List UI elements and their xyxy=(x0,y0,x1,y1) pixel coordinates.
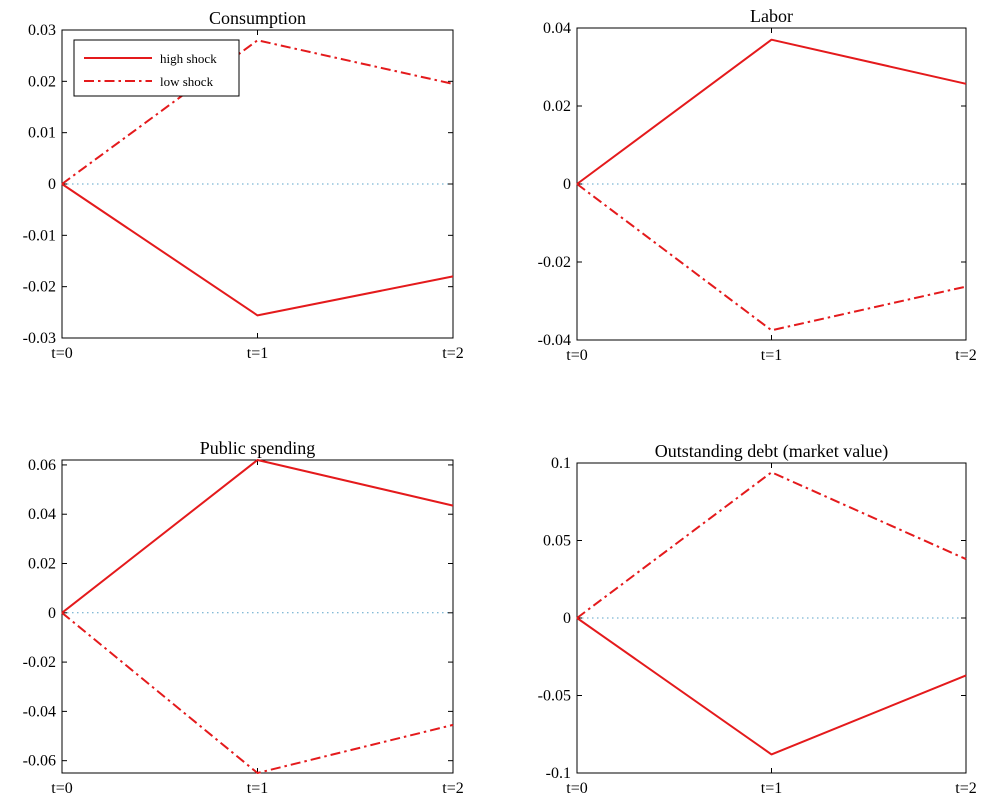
y-tick-label: -0.1 xyxy=(546,765,571,782)
y-tick-label: -0.02 xyxy=(23,279,56,296)
legend-label: high shock xyxy=(160,51,217,66)
legend-box xyxy=(73,39,240,97)
x-tick-label: t=1 xyxy=(247,345,268,362)
x-tick-label: t=1 xyxy=(761,347,782,364)
x-tick-label: t=2 xyxy=(442,780,463,797)
y-tick-label: -0.02 xyxy=(23,654,56,671)
y-tick-label: 0 xyxy=(48,176,56,193)
chart-title: Public spending xyxy=(200,438,316,458)
y-tick-label: 0.06 xyxy=(28,457,56,474)
y-tick-label: 0.02 xyxy=(28,556,56,573)
x-tick-label: t=2 xyxy=(955,780,976,797)
x-tick-label: t=0 xyxy=(566,780,587,797)
y-tick-label: 0.02 xyxy=(543,98,571,115)
y-tick-label: 0.04 xyxy=(28,506,56,523)
y-tick-label: 0 xyxy=(563,610,571,627)
y-tick-label: -0.01 xyxy=(23,227,56,244)
series-line-high-shock xyxy=(61,459,454,614)
x-tick-label: t=0 xyxy=(51,345,72,362)
y-tick-label: 0.01 xyxy=(28,125,56,142)
chart-title: Outstanding debt (market value) xyxy=(655,441,888,462)
y-tick-label: -0.03 xyxy=(23,330,56,347)
series-line-high-shock xyxy=(576,617,967,756)
y-tick-label: 0.04 xyxy=(543,20,571,37)
chart-panel-3: 0.06 0.04 0.02 0 -0.02 -0.04 -0.06 t=0 t=1 t=2 Pub… xyxy=(23,438,464,797)
y-tick-label: -0.04 xyxy=(23,703,56,720)
x-tick-label: t=1 xyxy=(761,780,782,797)
y-tick-label: 0.1 xyxy=(551,455,571,472)
chart-title: Consumption xyxy=(209,8,306,28)
chart-title: Labor xyxy=(750,6,793,26)
y-tick-label: -0.04 xyxy=(538,332,571,349)
x-tick-label: t=2 xyxy=(955,347,976,364)
x-tick-label: t=0 xyxy=(566,347,587,364)
x-tick-label: t=2 xyxy=(442,345,463,362)
legend: high shock low shock xyxy=(73,39,240,97)
chart-panel-2: 0.04 0.02 0 -0.02 -0.04t=0 t=1 t=2 Labor xyxy=(538,6,977,364)
legend-label: low shock xyxy=(160,74,214,89)
y-tick-label: -0.02 xyxy=(538,254,571,271)
y-tick-label: 0.05 xyxy=(543,533,571,550)
y-tick-label: 0.03 xyxy=(28,22,56,39)
series-line-low-shock xyxy=(61,39,454,185)
series-line-low-shock xyxy=(61,612,454,774)
y-tick-label: -0.06 xyxy=(23,753,56,770)
chart-panel-4: 0.1 0.05 0 -0.05 -0.1t=0 t=1 t=2 Outstanding de… xyxy=(538,441,977,797)
y-tick-label: 0 xyxy=(563,176,571,193)
series-line-low-shock xyxy=(576,471,967,619)
series-line-high-shock xyxy=(61,183,454,317)
chart-panel-1: 0.03 0.02 0.01 0 -0.01 -0.02 -0.03t=0 t=1 t=2 Con… xyxy=(23,8,464,362)
series-line-high-shock xyxy=(576,38,967,185)
y-tick-label: -0.05 xyxy=(538,688,571,705)
y-tick-label: 0.02 xyxy=(28,73,56,90)
x-tick-label: t=0 xyxy=(51,780,72,797)
x-tick-label: t=1 xyxy=(247,780,268,797)
y-tick-label: 0 xyxy=(48,605,56,622)
series-line-low-shock xyxy=(576,183,967,332)
